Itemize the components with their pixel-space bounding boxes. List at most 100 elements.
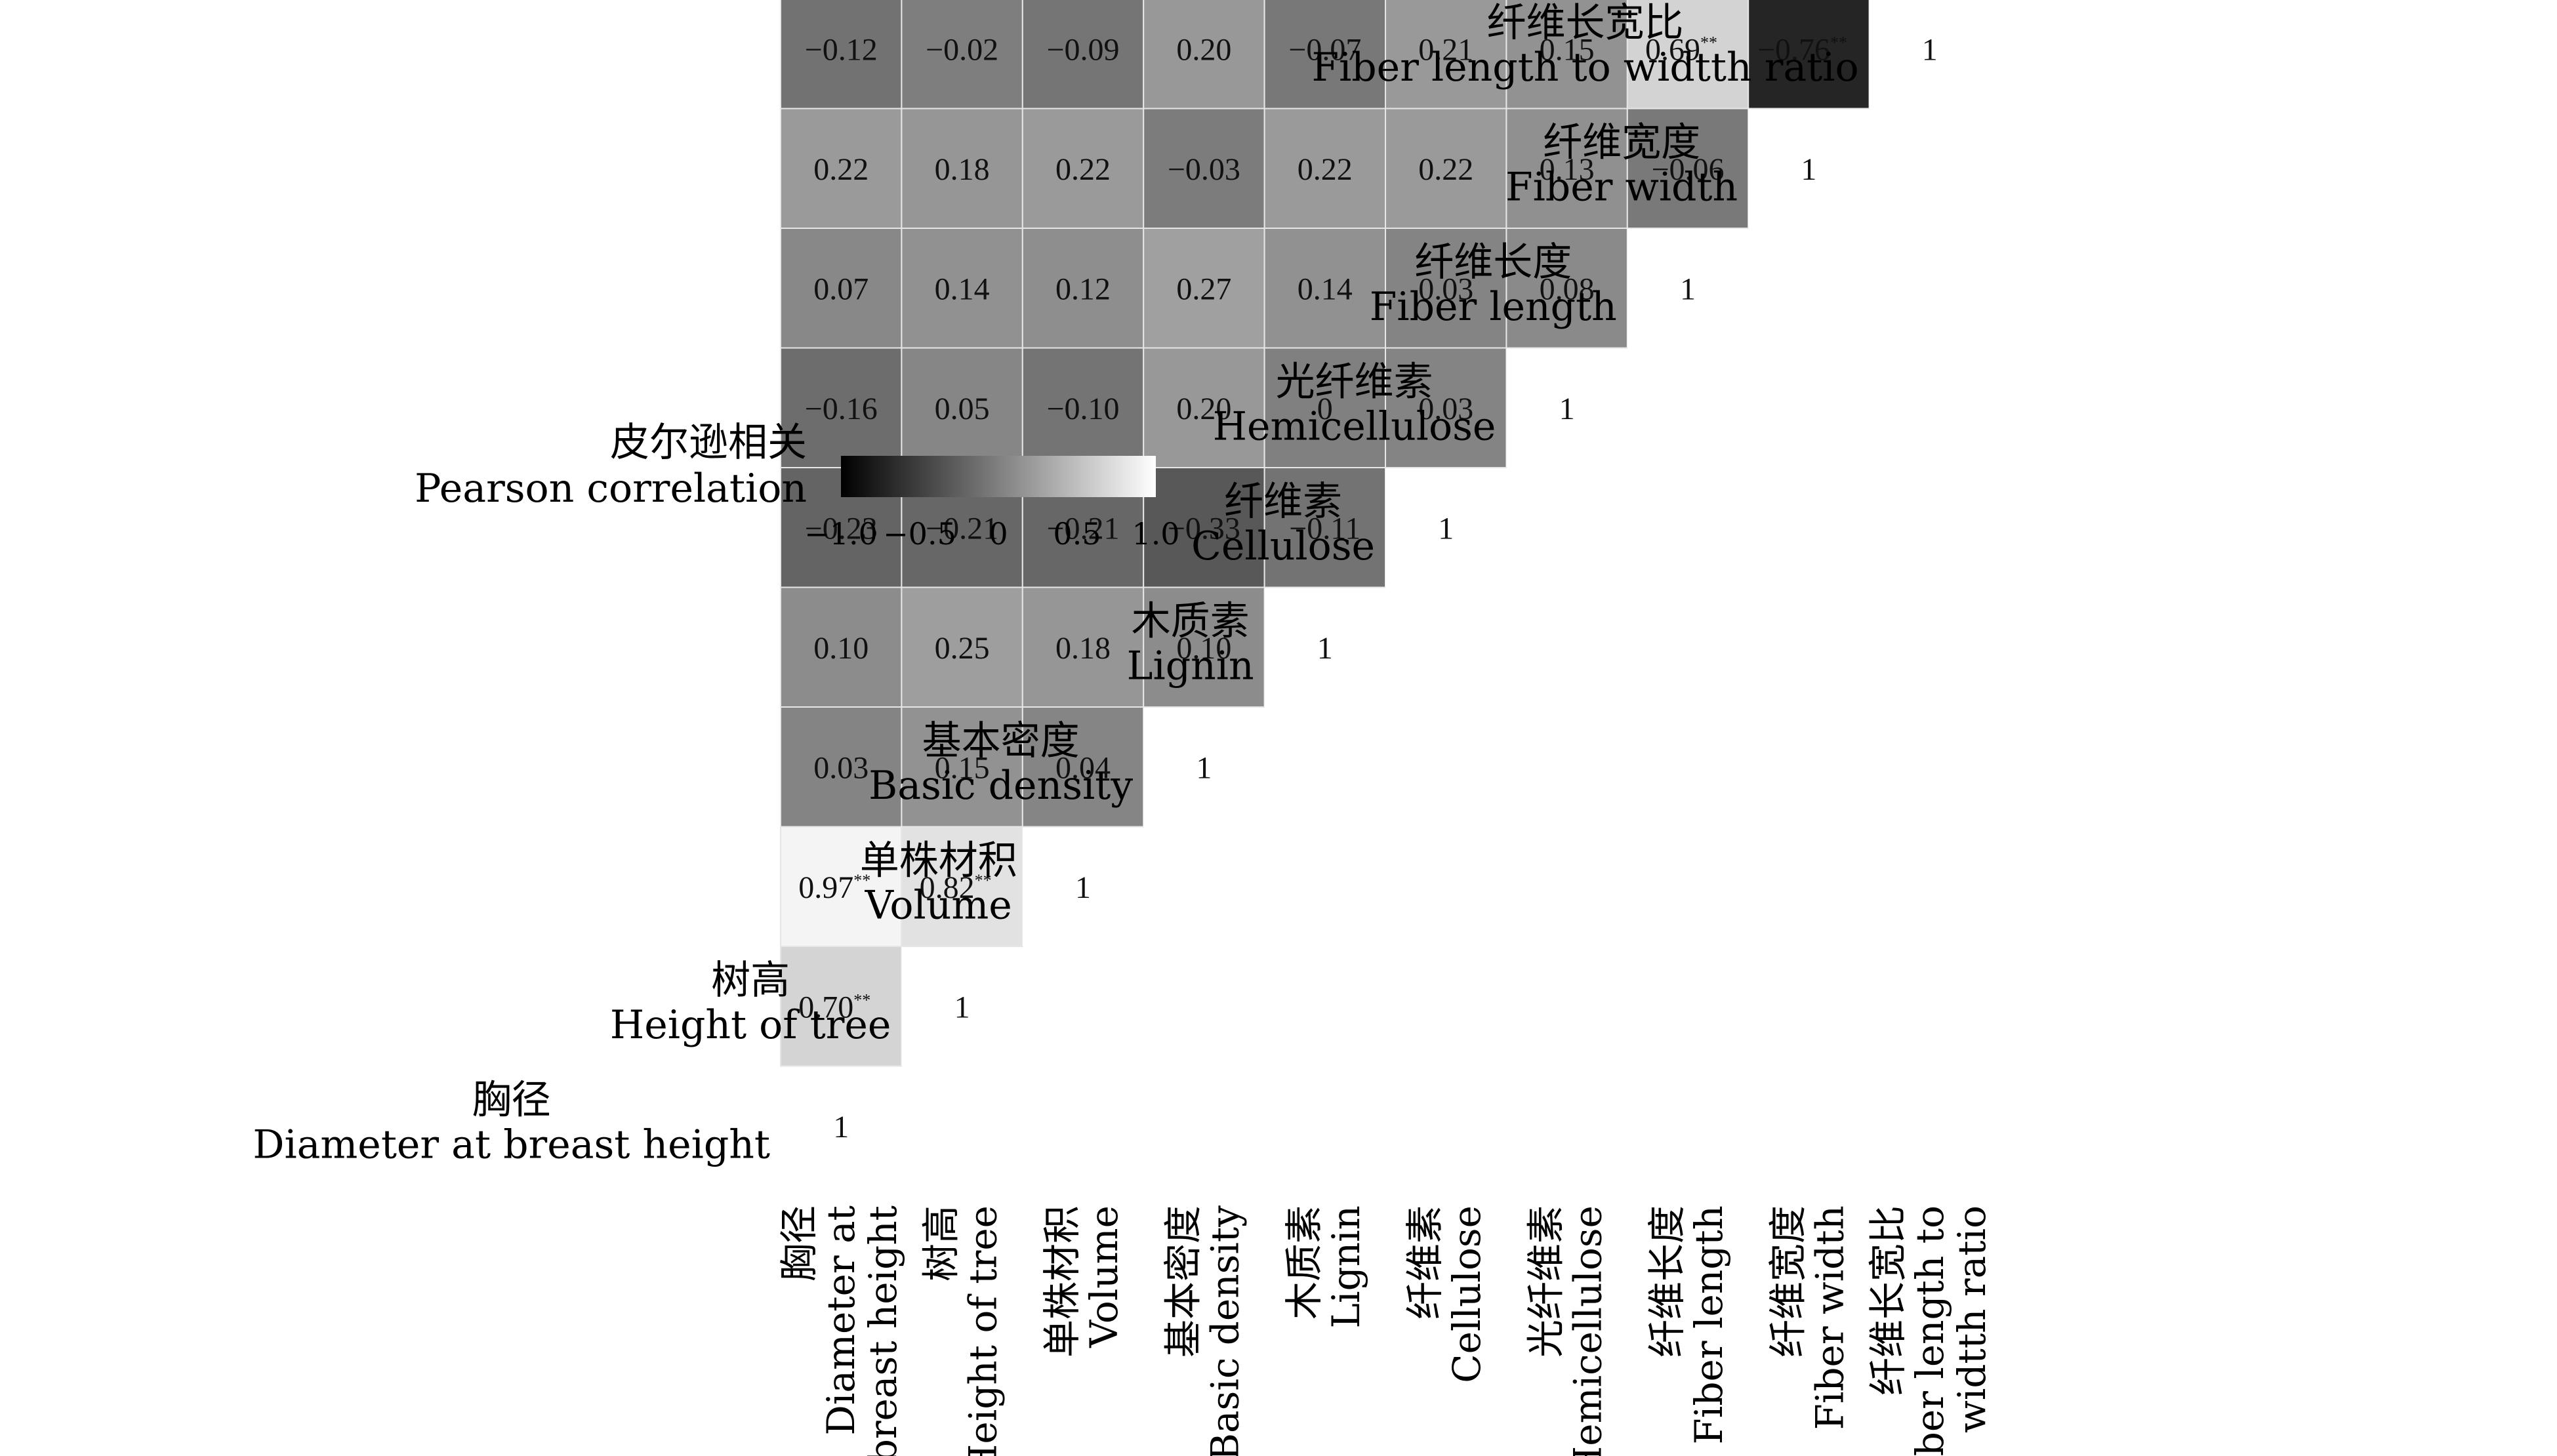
row-label-en: Volume: [865, 883, 1012, 929]
cell-value-label: 1: [1438, 511, 1454, 546]
row-label-zh: 基本密度: [922, 718, 1080, 764]
heatmap-cell: [1021, 0, 1145, 110]
row-label-zh: 胸径: [472, 1078, 551, 1123]
column-label-en: Basic density: [1202, 1205, 1247, 1456]
column-label-en: widtth ratio: [1950, 1205, 1994, 1433]
heatmap-cell: [780, 586, 903, 708]
row-label-zh: 纤维长度: [1414, 239, 1572, 285]
column-label-en: Fiber length to: [1908, 1205, 1952, 1456]
legend-tick-label: 0: [989, 516, 1008, 552]
column-label-en: Cellulose: [1444, 1205, 1489, 1383]
heatmap-cell: [901, 706, 1023, 828]
cell-value-label: 1: [1801, 152, 1816, 187]
heatmap-cell: [781, 1066, 902, 1186]
row-label-en: Fiber width: [1505, 165, 1738, 211]
cell-value-label: 1: [1922, 32, 1938, 67]
cell-value-label: −0.16: [805, 392, 878, 426]
heatmap-cell: [1385, 468, 1507, 588]
heatmap-cell: [1748, 0, 1870, 110]
heatmap-cell: [901, 108, 1023, 229]
row-label-en: Fiber length: [1370, 284, 1617, 330]
column-label-zh: 基本密度: [1160, 1205, 1205, 1358]
column-label-zh: 纤维宽度: [1765, 1205, 1810, 1358]
heatmap-cell: [780, 706, 903, 828]
heatmap-cell: [1627, 228, 1749, 348]
column-label-zh: 纤维素: [1402, 1205, 1447, 1320]
heatmap-cell: [780, 0, 903, 110]
heatmap-cell: [780, 228, 903, 349]
heatmap-cell: [1506, 348, 1627, 468]
column-label-zh: 光纤维素: [1524, 1205, 1568, 1358]
heatmap-cell: [1505, 108, 1628, 229]
heatmap-cell: [1143, 108, 1265, 229]
heatmap-cell: [1022, 826, 1144, 946]
row-label-zh: 纤维长宽比: [1487, 0, 1684, 46]
cell-value-label: 0.15: [1540, 32, 1595, 67]
cell-value-label: 0.07: [813, 272, 869, 306]
cell-value-label: −0.07: [1288, 32, 1361, 67]
cell-value-label: 0.05: [935, 392, 990, 426]
heatmap-cell: [1385, 0, 1507, 110]
column-label-en: Fiber width: [1807, 1205, 1852, 1430]
row-label-en: Diameter at breast height: [253, 1122, 770, 1168]
cell-value-label: −0.12: [805, 32, 878, 67]
row-label-en: Fiber length to widtth ratio: [1311, 45, 1858, 91]
row-label-en: Hemicellulose: [1213, 404, 1496, 450]
column-label-en: Diameter at: [819, 1205, 863, 1436]
cell-value-label: 0.15: [935, 750, 990, 785]
heatmap-cell: [780, 108, 903, 229]
cell-value-label: 0.08: [1540, 272, 1595, 306]
legend-colorbar: [841, 456, 1156, 497]
cell-value-label: 0.14: [1298, 272, 1353, 306]
cell-value-label: 0.03: [1418, 392, 1473, 426]
heatmap-cell: [901, 946, 1023, 1066]
column-label-zh: 胸径: [777, 1205, 821, 1282]
row-label-en: Lignin: [1127, 643, 1254, 689]
cell-value-label: 0.10: [1176, 631, 1231, 666]
heatmap-cell: [901, 347, 1023, 468]
row-label-zh: 光纤维素: [1276, 359, 1433, 405]
cell-value-label: 1: [954, 990, 970, 1024]
cell-value-label: 0.04: [1055, 750, 1111, 785]
row-label-zh: 树高: [711, 958, 790, 1003]
heatmap-cell: [901, 0, 1023, 110]
heatmap-cell: [1385, 108, 1507, 229]
cell-value-label: −0.11: [1289, 511, 1360, 546]
cell-value-label: 0.13: [1540, 152, 1595, 187]
cell-value-label: 0: [1317, 392, 1333, 426]
cell-value-label: 0.25: [935, 631, 990, 666]
cell-value-label: −0.02: [926, 32, 998, 67]
cell-value-label: 1: [833, 1110, 849, 1144]
row-label-zh: 单株材积: [860, 838, 1017, 884]
heatmap-cell: [1869, 0, 1990, 109]
cell-value-label: −0.21: [1046, 511, 1119, 546]
heatmap-cell: [1626, 0, 1749, 110]
cell-value-label: 0.22: [1418, 152, 1473, 187]
heatmap-cell: [1505, 0, 1628, 110]
cell-value-label: 1: [1196, 750, 1212, 785]
column-label-en: Fiber length: [1687, 1205, 1731, 1444]
heatmap-cell: [1263, 228, 1386, 349]
heatmap-cell: [1626, 108, 1749, 229]
column-label-zh: 纤维长宽比: [1866, 1205, 1910, 1396]
cell-value-label: 0.21: [1418, 32, 1473, 67]
heatmap-cell: [1263, 0, 1386, 110]
cell-value-label: −0.23: [805, 511, 878, 546]
legend-tick-labels: −1.0 −0.5 0 0.5 1.0: [804, 516, 1179, 552]
column-label-zh: 树高: [919, 1205, 964, 1282]
cell-value-label: 1: [1559, 392, 1575, 426]
cell-value-label: −0.03: [1168, 152, 1240, 187]
row-label-en: Cellulose: [1191, 523, 1375, 569]
heatmap-cell: [1143, 347, 1265, 468]
heatmap-cell: [1143, 228, 1265, 349]
heatmap-cell: [1143, 586, 1265, 708]
legend-tick-label: −1.0: [804, 516, 878, 552]
cell-value-label: 0.18: [1055, 631, 1111, 666]
row-label-zh: 纤维素: [1224, 479, 1342, 525]
cell-value-label: 0.03: [1418, 272, 1473, 306]
cell-value-label: 0.18: [935, 152, 990, 187]
color-legend: 皮尔逊相关 Pearson correlation −1.0 −0.5 0 0.5 1.…: [415, 420, 1179, 552]
heatmap-cell: [1143, 467, 1265, 588]
